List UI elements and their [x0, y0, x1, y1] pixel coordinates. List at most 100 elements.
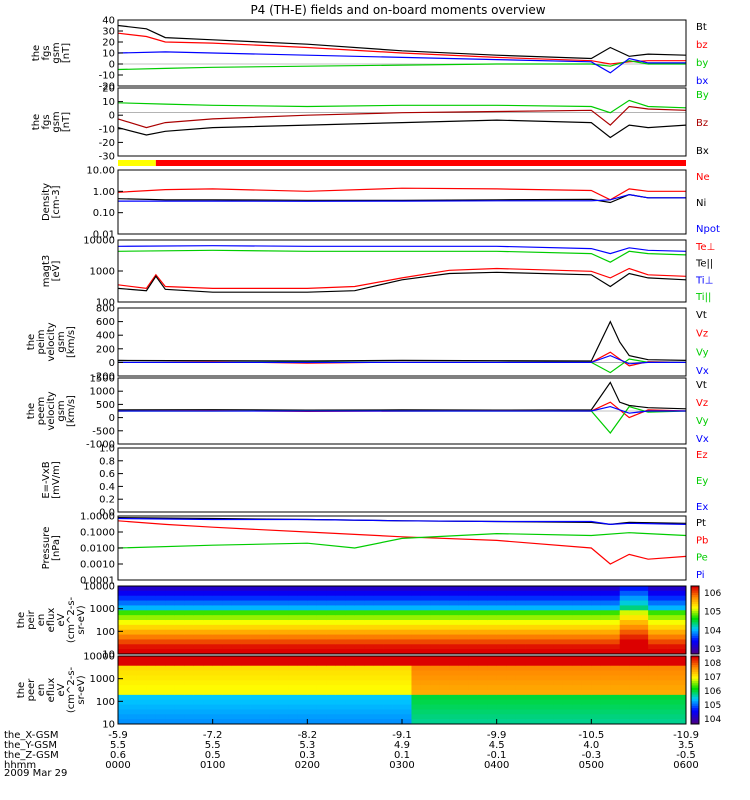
spectrogram-cell	[430, 644, 441, 650]
spectrogram-cell	[534, 629, 545, 635]
spectrogram-cell	[496, 590, 507, 597]
spectrogram-cell	[648, 665, 658, 671]
spectrogram-cell	[534, 615, 545, 621]
spectrogram-cell	[553, 685, 564, 691]
spectrogram-cell	[297, 665, 308, 671]
spectrogram-cell	[373, 649, 384, 655]
spectrogram-cell	[203, 649, 214, 655]
panel-frame	[117, 377, 687, 445]
spectrogram-cell	[326, 709, 337, 715]
spectrogram-cell	[411, 586, 422, 592]
spectrogram-cell	[591, 600, 602, 606]
spectrogram-cell	[155, 590, 166, 597]
legend-Ti||: Ti||	[695, 292, 711, 303]
spectrogram-cell	[184, 634, 195, 640]
spectrogram-cell	[676, 600, 687, 606]
series-line-bx	[117, 51, 686, 74]
spectrogram-cell	[477, 634, 488, 640]
spectrogram-cell	[496, 670, 507, 676]
spectrogram-cell	[136, 634, 147, 640]
spectrogram-cell	[544, 704, 554, 710]
spectrogram-cell	[402, 586, 412, 592]
spectrogram-cell	[515, 610, 526, 616]
spectrogram-cell	[402, 634, 412, 640]
colorbar-label: 105	[704, 701, 721, 711]
colorbar-segment	[691, 699, 699, 702]
colorbar-segment	[691, 622, 699, 626]
spectrogram-cell	[373, 600, 384, 606]
spectrogram-cell	[544, 660, 554, 667]
spectrogram-cell	[203, 690, 214, 696]
spectrogram-cell	[449, 610, 460, 616]
spectrogram-cell	[345, 600, 356, 606]
spectrogram-cell	[127, 615, 138, 621]
spectrogram-cell	[127, 714, 138, 720]
spectrogram-cell	[553, 649, 564, 655]
spectrogram-cell	[411, 590, 422, 597]
spectrogram-cell	[648, 590, 658, 597]
spectrogram-cell	[496, 629, 507, 635]
spectrogram-cell	[127, 699, 138, 705]
spectrogram-cell	[449, 629, 460, 635]
spectrogram-cell	[553, 600, 564, 606]
y-tick-label: -10	[99, 124, 115, 135]
spectrogram-cell	[676, 719, 687, 725]
spectrogram-cell	[212, 690, 223, 696]
spectrogram-cell	[155, 644, 166, 650]
spectrogram-cell	[260, 694, 270, 701]
spectrogram-cell	[241, 719, 251, 725]
spectrogram-cell	[610, 586, 621, 592]
spectrogram-cell	[241, 699, 251, 705]
spectrogram-cell	[392, 610, 403, 616]
spectrogram-cell	[534, 610, 545, 616]
spectrogram-cell	[155, 670, 166, 676]
spectrogram-cell	[222, 719, 232, 725]
colorbar-segment	[691, 599, 699, 603]
legend-bz: bz	[696, 40, 708, 51]
colorbar-segment	[691, 615, 699, 619]
spectrogram-cell	[174, 649, 185, 655]
spectrogram-cell	[449, 615, 460, 621]
spectrogram-cell	[278, 714, 289, 720]
spectrogram-cell	[619, 615, 630, 621]
spectrogram-cell	[544, 690, 554, 696]
spectrogram-cell	[383, 615, 393, 621]
x-row-value: 0100	[200, 760, 225, 771]
spectrogram-cell	[354, 629, 365, 635]
legend-Vz: Vz	[696, 398, 708, 409]
spectrogram-cell	[420, 719, 431, 725]
spectrogram-cell	[477, 699, 488, 705]
colorbar-segment	[691, 712, 699, 716]
spectrogram-cell	[269, 699, 280, 705]
spectrogram-cell	[354, 610, 365, 616]
spectrogram-cell	[591, 590, 602, 597]
spectrogram-cell	[203, 639, 214, 645]
spectrogram-cell	[250, 656, 261, 662]
spectrogram-cell	[667, 690, 677, 696]
spectrogram-cell	[212, 685, 223, 691]
spectrogram-cell	[260, 704, 270, 710]
spectrogram-cell	[231, 699, 242, 705]
spectrogram-cell	[458, 610, 469, 616]
spectrogram-cell	[572, 699, 583, 705]
spectrogram-cell	[477, 595, 488, 601]
spectrogram-cell	[496, 719, 507, 725]
spectrogram-cell	[297, 656, 308, 662]
spectrogram-cell	[250, 590, 261, 597]
spectrogram-cell	[222, 680, 232, 686]
spectrogram-cell	[610, 660, 621, 667]
spectrogram-cell	[269, 600, 280, 606]
spectrogram-cell	[525, 709, 535, 715]
spectrogram-cell	[449, 624, 460, 631]
spectrogram-cell	[638, 670, 649, 676]
spectrogram-cell	[174, 644, 185, 650]
spectrogram-cell	[136, 660, 147, 667]
spectrogram-cell	[487, 644, 498, 650]
spectrogram-cell	[174, 624, 185, 631]
colorbar-segment	[691, 595, 699, 598]
spectrogram-cell	[260, 680, 270, 686]
spectrogram-cell	[260, 699, 270, 705]
spectrogram-cell	[392, 680, 403, 686]
spectrogram-cell	[638, 656, 649, 662]
spectrogram-cell	[534, 660, 545, 667]
